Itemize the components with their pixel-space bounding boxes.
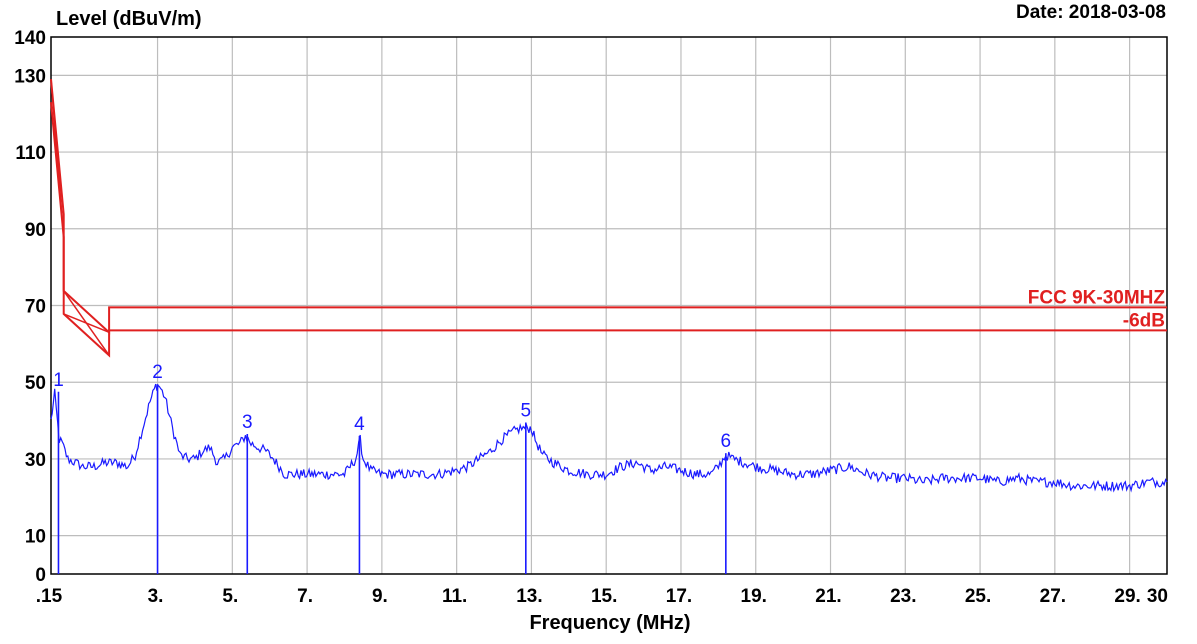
x-tick-label: 21. [815, 586, 841, 607]
x-tick-label: 5. [222, 586, 238, 607]
x-tick-label: 7. [297, 586, 313, 607]
x-tick-label: 30 [1147, 586, 1168, 607]
measurement-trace [50, 383, 1168, 493]
x-tick-label: .15 [36, 586, 63, 607]
y-tick-label: 10 [25, 527, 46, 548]
x-tick-label: 15. [591, 586, 617, 607]
tick-layer: .15 3. 5. 7. 9. 11. 13. 15. 17. 19. 21. 23. 25. 27. 29… [14, 28, 1168, 607]
x-tick-label: 9. [372, 586, 388, 607]
marker-label: 2 [152, 362, 163, 383]
x-tick-label: 17. [666, 586, 692, 607]
x-tick-label: 29. [1114, 586, 1140, 607]
marker-label: 6 [721, 431, 732, 452]
x-tick-label: 3. [148, 586, 164, 607]
limit-connector [63, 313, 110, 334]
x-axis-label: Frequency (MHz) [529, 612, 690, 634]
y-tick-label: 0 [35, 565, 46, 586]
marker-label: 5 [521, 400, 532, 421]
limit-layer [50, 79, 1167, 358]
plot-frame [50, 36, 1168, 575]
y-tick-label: 110 [15, 143, 46, 164]
grid-layer [51, 37, 1167, 574]
x-tick-label: 27. [1040, 586, 1066, 607]
y-axis-label: Level (dBuV/m) [56, 8, 202, 30]
limit-annotation: -6dB [1123, 310, 1165, 331]
limit-line [50, 79, 1167, 335]
y-tick-label: 30 [25, 450, 46, 471]
marker-layer: 1 2 3 4 5 6 [53, 362, 731, 574]
y-tick-label: 90 [25, 220, 46, 241]
y-tick-label: 140 [14, 28, 46, 49]
date-label: Date: 2018-03-08 [1016, 2, 1166, 23]
y-tick-label: 50 [25, 373, 46, 394]
x-tick-label: 13. [516, 586, 542, 607]
annotation-layer: FCC 9K-30MHZ-6dB [1028, 287, 1166, 331]
marker-label: 3 [242, 412, 253, 433]
limit-connector [50, 79, 65, 238]
x-tick-label: 23. [890, 586, 916, 607]
x-tick-label: 19. [741, 586, 767, 607]
marker-label: 4 [354, 414, 365, 435]
y-tick-label: 70 [25, 297, 46, 318]
x-tick-label: 11. [442, 586, 467, 607]
limit-annotation: FCC 9K-30MHZ [1028, 287, 1166, 308]
y-tick-label: 130 [14, 66, 46, 87]
trace-layer [50, 383, 1168, 493]
x-tick-label: 25. [965, 586, 991, 607]
marker-label: 1 [53, 370, 64, 391]
